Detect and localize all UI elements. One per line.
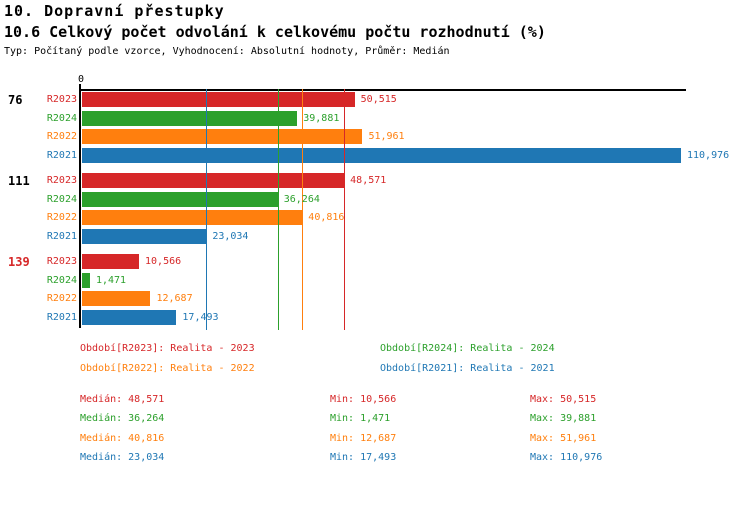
min-stat: Min: 10,566	[330, 394, 397, 405]
series-label-R2021: R2021	[46, 149, 77, 161]
median-line-R2021	[206, 89, 208, 330]
value-label-111-R2024: 36,264	[283, 193, 320, 205]
series-label-R2023: R2023	[46, 256, 77, 267]
median-stat: Medián: 40,816	[80, 433, 165, 444]
bar-76-R2023	[82, 92, 355, 107]
median-line-R2024	[277, 89, 279, 330]
series-label-R2023: R2023	[46, 175, 77, 186]
value-label-111-R2022: 40,816	[308, 212, 345, 223]
series-label-R2022: R2022	[46, 293, 77, 304]
bar-111-R2023	[82, 173, 344, 188]
series-label-R2024: R2024	[46, 193, 77, 205]
bar-139-R2021	[82, 309, 176, 325]
min-stat: Min: 17,493	[330, 452, 397, 463]
max-stat: Max: 50,515	[530, 394, 597, 405]
min-stat: Min: 12,687	[330, 433, 397, 444]
x-axis-top-line	[79, 89, 686, 91]
value-label-111-R2021: 23,034	[212, 230, 249, 242]
bar-139-R2024	[82, 272, 90, 288]
legend-item-r2023: Období[R2023]: Realita - 2023	[80, 343, 255, 354]
bar-76-R2021	[82, 147, 681, 163]
bar-111-R2022	[82, 210, 302, 225]
bar-111-R2024	[82, 191, 278, 207]
legend-item-r2024: Období[R2024]: Realita - 2024	[380, 343, 555, 354]
bar-139-R2022	[82, 291, 150, 306]
legend-item-r2022: Období[R2022]: Realita - 2022	[80, 363, 255, 374]
page-title: 10. Dopravní přestupky	[4, 2, 225, 20]
bar-111-R2021	[82, 228, 206, 244]
y-axis-line	[79, 84, 81, 328]
median-stat: Medián: 23,034	[80, 452, 165, 463]
max-stat: Max: 39,881	[530, 413, 597, 424]
min-stat: Min: 1,471	[330, 413, 391, 424]
series-label-R2024: R2024	[46, 112, 77, 124]
value-label-139-R2023: 10,566	[145, 256, 182, 267]
value-label-111-R2023: 48,571	[350, 175, 387, 186]
value-label-76-R2021: 110,976	[687, 149, 730, 161]
group-label-139: 139	[8, 255, 30, 269]
bar-76-R2024	[82, 110, 297, 126]
max-stat: Max: 110,976	[530, 452, 603, 463]
x-axis-zero-label: 0	[77, 74, 85, 85]
stats-row-r2022: Medián: 40,816 Min: 12,687 Max: 51,961	[0, 433, 750, 446]
series-label-R2021: R2021	[46, 311, 77, 323]
median-line-R2023	[344, 89, 346, 330]
stats-row-r2023: Medián: 48,571 Min: 10,566 Max: 50,515	[0, 394, 750, 407]
bar-76-R2022	[82, 129, 362, 144]
max-stat: Max: 51,961	[530, 433, 597, 444]
group-label-76: 76	[8, 93, 23, 107]
chart-title: 10.6 Celkový počet odvolání k celkovému …	[4, 23, 546, 41]
bar-chart: 0 76 R2023 50,515 R2024 39,881 R2022 51,961 R20…	[8, 74, 730, 330]
stats-row-r2021: Medián: 23,034 Min: 17,493 Max: 110,976	[0, 452, 750, 465]
group-label-111: 111	[8, 174, 30, 188]
value-label-139-R2021: 17,493	[182, 311, 219, 323]
median-line-R2022	[302, 89, 304, 330]
series-label-R2022: R2022	[46, 131, 77, 142]
median-stat: Medián: 48,571	[80, 394, 165, 405]
bar-139-R2023	[82, 254, 139, 269]
value-label-139-R2024: 1,471	[95, 274, 127, 286]
value-label-76-R2023: 50,515	[360, 94, 397, 105]
value-label-76-R2022: 51,961	[368, 131, 405, 142]
series-label-R2021: R2021	[46, 230, 77, 242]
series-label-R2024: R2024	[46, 274, 77, 286]
chart-meta: Typ: Počítaný podle vzorce, Vyhodnocení:…	[4, 46, 450, 57]
series-label-R2022: R2022	[46, 212, 77, 223]
series-label-R2023: R2023	[46, 94, 77, 105]
median-stat: Medián: 36,264	[80, 413, 165, 424]
value-label-139-R2022: 12,687	[156, 293, 193, 304]
legend-item-r2021: Období[R2021]: Realita - 2021	[380, 363, 555, 374]
value-label-76-R2024: 39,881	[303, 112, 340, 124]
stats-row-r2024: Medián: 36,264 Min: 1,471 Max: 39,881	[0, 413, 750, 426]
